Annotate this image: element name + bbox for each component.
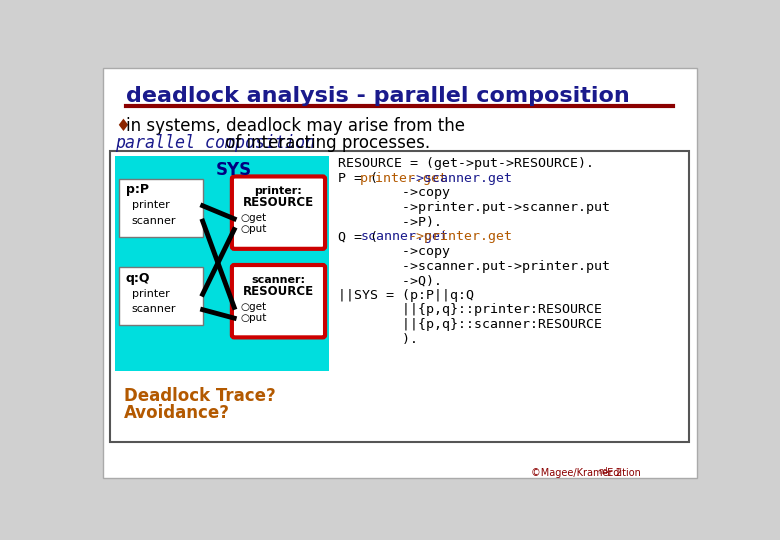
Text: ->Q).: ->Q).: [339, 274, 442, 287]
Text: p:P: p:P: [126, 184, 149, 197]
Text: scanner.get: scanner.get: [360, 231, 448, 244]
Text: ->printer.get: ->printer.get: [409, 231, 512, 244]
Text: ||{p,q}::printer:RESOURCE: ||{p,q}::printer:RESOURCE: [339, 303, 602, 316]
Text: printer: printer: [132, 289, 169, 299]
Text: ->printer.put->scanner.put: ->printer.put->scanner.put: [339, 201, 610, 214]
FancyBboxPatch shape: [232, 177, 325, 249]
Text: scanner:: scanner:: [251, 275, 305, 285]
Text: nd: nd: [598, 467, 608, 476]
Text: printer: printer: [132, 200, 169, 210]
Text: ○get: ○get: [240, 213, 267, 224]
FancyBboxPatch shape: [119, 179, 203, 237]
Text: scanner: scanner: [132, 304, 176, 314]
Text: SYS: SYS: [216, 161, 252, 179]
Text: parallel composition: parallel composition: [115, 134, 315, 152]
Text: ->P).: ->P).: [339, 215, 442, 229]
Text: ○put: ○put: [240, 224, 267, 234]
FancyBboxPatch shape: [115, 156, 329, 372]
Text: ->copy: ->copy: [339, 186, 450, 199]
Text: ->scanner.put->printer.put: ->scanner.put->printer.put: [339, 260, 610, 273]
Text: ○get: ○get: [240, 302, 267, 312]
Text: q:Q: q:Q: [126, 272, 150, 285]
Text: printer.get: printer.get: [360, 172, 448, 185]
Text: Avoidance?: Avoidance?: [124, 403, 230, 422]
Text: ♦: ♦: [115, 117, 129, 135]
Text: of interacting processes.: of interacting processes.: [220, 134, 431, 152]
Text: scanner: scanner: [132, 215, 176, 226]
Text: Deadlock Trace?: Deadlock Trace?: [124, 387, 276, 404]
Text: ○put: ○put: [240, 313, 267, 323]
Text: RESOURCE: RESOURCE: [243, 197, 314, 210]
Text: RESOURCE: RESOURCE: [243, 285, 314, 298]
Text: ).: ).: [339, 333, 418, 346]
Text: in systems, deadlock may arise from the: in systems, deadlock may arise from the: [126, 117, 465, 135]
Text: ||SYS = (p:P||q:Q: ||SYS = (p:P||q:Q: [339, 289, 474, 302]
Text: ©Magee/Kramer 2: ©Magee/Kramer 2: [530, 468, 622, 478]
FancyBboxPatch shape: [232, 265, 325, 338]
Text: Q = (: Q = (: [339, 231, 378, 244]
Text: ->scanner.get: ->scanner.get: [409, 172, 512, 185]
Text: deadlock analysis - parallel composition: deadlock analysis - parallel composition: [126, 86, 630, 106]
Text: P = (: P = (: [339, 172, 378, 185]
Text: Edition: Edition: [604, 468, 640, 478]
FancyBboxPatch shape: [119, 267, 203, 325]
FancyBboxPatch shape: [102, 68, 697, 477]
Text: ->copy: ->copy: [339, 245, 450, 258]
FancyBboxPatch shape: [110, 151, 690, 442]
Text: RESOURCE = (get->put->RESOURCE).: RESOURCE = (get->put->RESOURCE).: [339, 157, 594, 170]
Text: printer:: printer:: [254, 186, 302, 197]
Text: ||{p,q}::scanner:RESOURCE: ||{p,q}::scanner:RESOURCE: [339, 318, 602, 331]
